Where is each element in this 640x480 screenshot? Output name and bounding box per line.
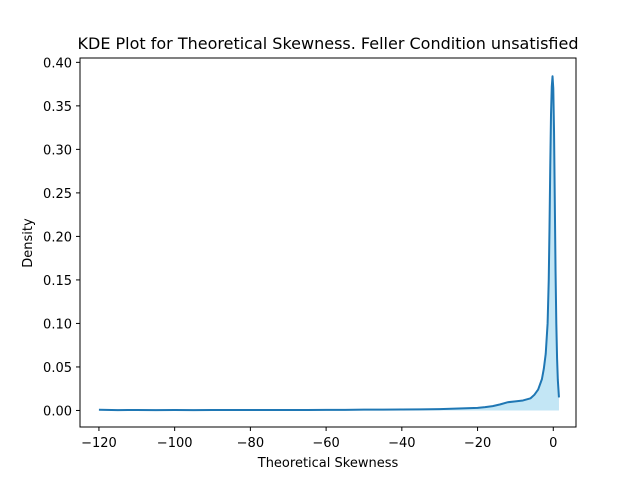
y-tick-label: 0.40 [43,56,72,71]
plot-area [98,75,560,412]
y-tick-label: 0.30 [43,143,72,158]
y-axis-title: Density [21,218,36,268]
y-tick-label: 0.05 [43,361,72,376]
y-axis: 0.00 0.05 0.10 0.15 0.20 0.25 0.30 0.35 0.40 [43,56,80,419]
density-fill-area [98,76,559,411]
density-line [98,75,560,412]
plot-frame [79,57,577,428]
y-tick-label: 0.20 [43,230,72,245]
x-tick-label: −40 [388,436,415,451]
x-tick-label: −20 [464,436,491,451]
y-tick-label: 0.10 [43,317,72,332]
y-tick-label: 0.00 [43,404,72,419]
x-tick-label: −60 [312,436,339,451]
x-tick-label: −120 [81,436,117,451]
chart-title: KDE Plot for Theoretical Skewness. Felle… [78,34,579,53]
y-tick-label: 0.15 [43,274,72,289]
x-tick-label: −100 [157,436,193,451]
y-tick-label: 0.25 [43,187,72,202]
x-axis: −120 −100 −80 −60 −40 −20 0 [81,427,557,451]
x-tick-label: −80 [237,436,264,451]
x-axis-title: Theoretical Skewness [257,456,399,471]
x-tick-label: 0 [549,436,557,451]
y-tick-label: 0.35 [43,100,72,115]
